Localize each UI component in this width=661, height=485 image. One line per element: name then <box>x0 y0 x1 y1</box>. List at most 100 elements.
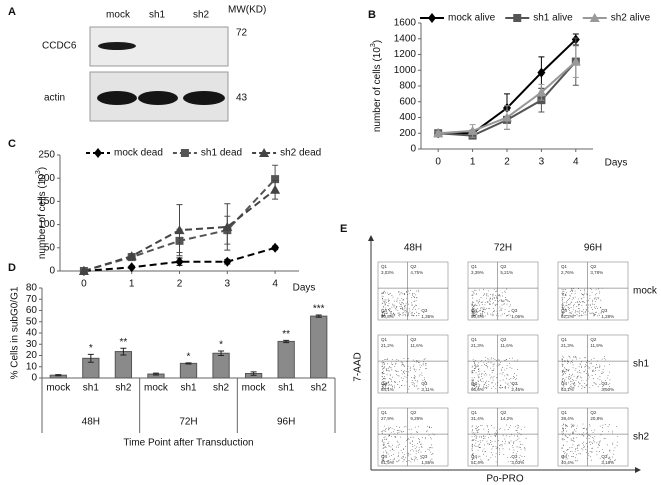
flow-dot <box>387 460 388 462</box>
flow-plot <box>377 334 449 394</box>
flow-dot <box>382 376 384 378</box>
y-tick-label: 600 <box>399 96 416 107</box>
flow-dot <box>478 381 479 383</box>
quadrant-value: 3,03% <box>381 270 394 275</box>
flow-dot <box>600 312 602 314</box>
flow-dot <box>569 291 571 292</box>
flow-dot <box>412 359 414 361</box>
flow-dot <box>510 315 511 317</box>
flow-dot <box>592 309 593 310</box>
flow-dot <box>427 448 429 450</box>
flow-dot <box>561 387 563 389</box>
flow-dot <box>616 441 618 443</box>
flow-dot <box>589 425 591 427</box>
flow-dot <box>474 442 476 444</box>
flow-dot <box>583 446 585 448</box>
flow-dot <box>574 293 576 294</box>
flow-dot <box>474 303 476 305</box>
quadrant-name: Q2 <box>410 264 417 269</box>
flow-dot <box>588 304 590 306</box>
flow-dot <box>484 438 486 439</box>
flow-dot <box>476 435 478 437</box>
flow-dot <box>397 444 399 446</box>
flow-dots <box>561 355 611 390</box>
flow-dot <box>493 375 495 377</box>
flow-dot <box>510 440 512 442</box>
flow-dot <box>473 458 475 460</box>
flow-dot <box>577 446 578 448</box>
flow-dot <box>581 301 583 302</box>
flow-dot <box>562 428 564 430</box>
flow-dot <box>471 370 473 372</box>
flow-dot <box>592 315 594 317</box>
flow-dot <box>405 308 407 310</box>
flow-dot <box>405 315 406 317</box>
flow-dot <box>474 289 476 291</box>
flow-dot <box>611 456 613 458</box>
flow-dot <box>385 359 387 360</box>
flow-dot <box>503 303 505 305</box>
flow-dot <box>475 384 477 386</box>
flow-dot <box>493 386 495 387</box>
flow-dot <box>575 457 576 459</box>
flow-dot <box>512 378 514 379</box>
flow-dot <box>476 300 478 302</box>
flow-dot <box>491 448 493 450</box>
flow-dot <box>383 382 385 384</box>
flow-dot <box>601 311 603 313</box>
flow-dot <box>471 365 473 367</box>
quadrant-value: 3,39% <box>471 270 484 275</box>
marker <box>537 67 546 78</box>
flow-dot <box>573 432 574 434</box>
flow-dot <box>490 303 491 305</box>
flow-dot <box>486 374 488 376</box>
flow-dot <box>419 449 420 451</box>
column-label: 96H <box>584 243 602 254</box>
x-tick-label: 2 <box>504 157 510 168</box>
y-tick-label: 1000 <box>394 65 417 76</box>
flow-dot <box>385 299 387 301</box>
flow-dot <box>502 300 504 302</box>
flow-dot <box>483 308 485 310</box>
flow-dot <box>471 313 473 315</box>
quadrant-name: Q2 <box>500 264 507 269</box>
flow-dot <box>511 386 513 388</box>
x-axis-label: Days <box>605 158 628 169</box>
error-bar <box>87 353 94 363</box>
flow-dot <box>567 378 569 380</box>
flow-dot <box>472 439 474 441</box>
flow-dot <box>577 376 579 377</box>
flow-dot <box>389 300 391 301</box>
flow-dot <box>389 384 390 386</box>
flow-dot <box>512 445 513 447</box>
flow-dot <box>602 369 604 370</box>
flow-dot <box>383 442 385 444</box>
flow-dot <box>411 297 412 299</box>
flow-dot <box>403 306 405 307</box>
flow-dot <box>390 313 391 315</box>
flow-panel: E 7-AAD Po-PRO <box>340 223 641 485</box>
flow-dot <box>471 290 473 292</box>
flow-dot <box>419 366 421 368</box>
flow-dot <box>428 434 430 436</box>
flow-dot <box>561 434 563 436</box>
flow-dot <box>573 306 575 308</box>
flow-dot <box>391 448 393 450</box>
flow-dot <box>477 456 479 458</box>
flow-dot <box>562 428 563 430</box>
flow-dot <box>395 370 397 372</box>
flow-dot <box>399 294 401 296</box>
flow-dot <box>501 300 503 301</box>
legend-marker <box>589 13 600 22</box>
flow-dot <box>473 385 475 386</box>
flow-dot <box>570 295 572 297</box>
flow-dot <box>572 440 574 441</box>
flow-dot <box>383 292 385 294</box>
flow-dot <box>588 375 589 376</box>
flow-dot <box>570 313 572 314</box>
flow-dot <box>419 441 421 443</box>
flow-dot <box>412 441 413 442</box>
flow-dot <box>482 436 484 438</box>
flow-dot <box>387 367 389 369</box>
